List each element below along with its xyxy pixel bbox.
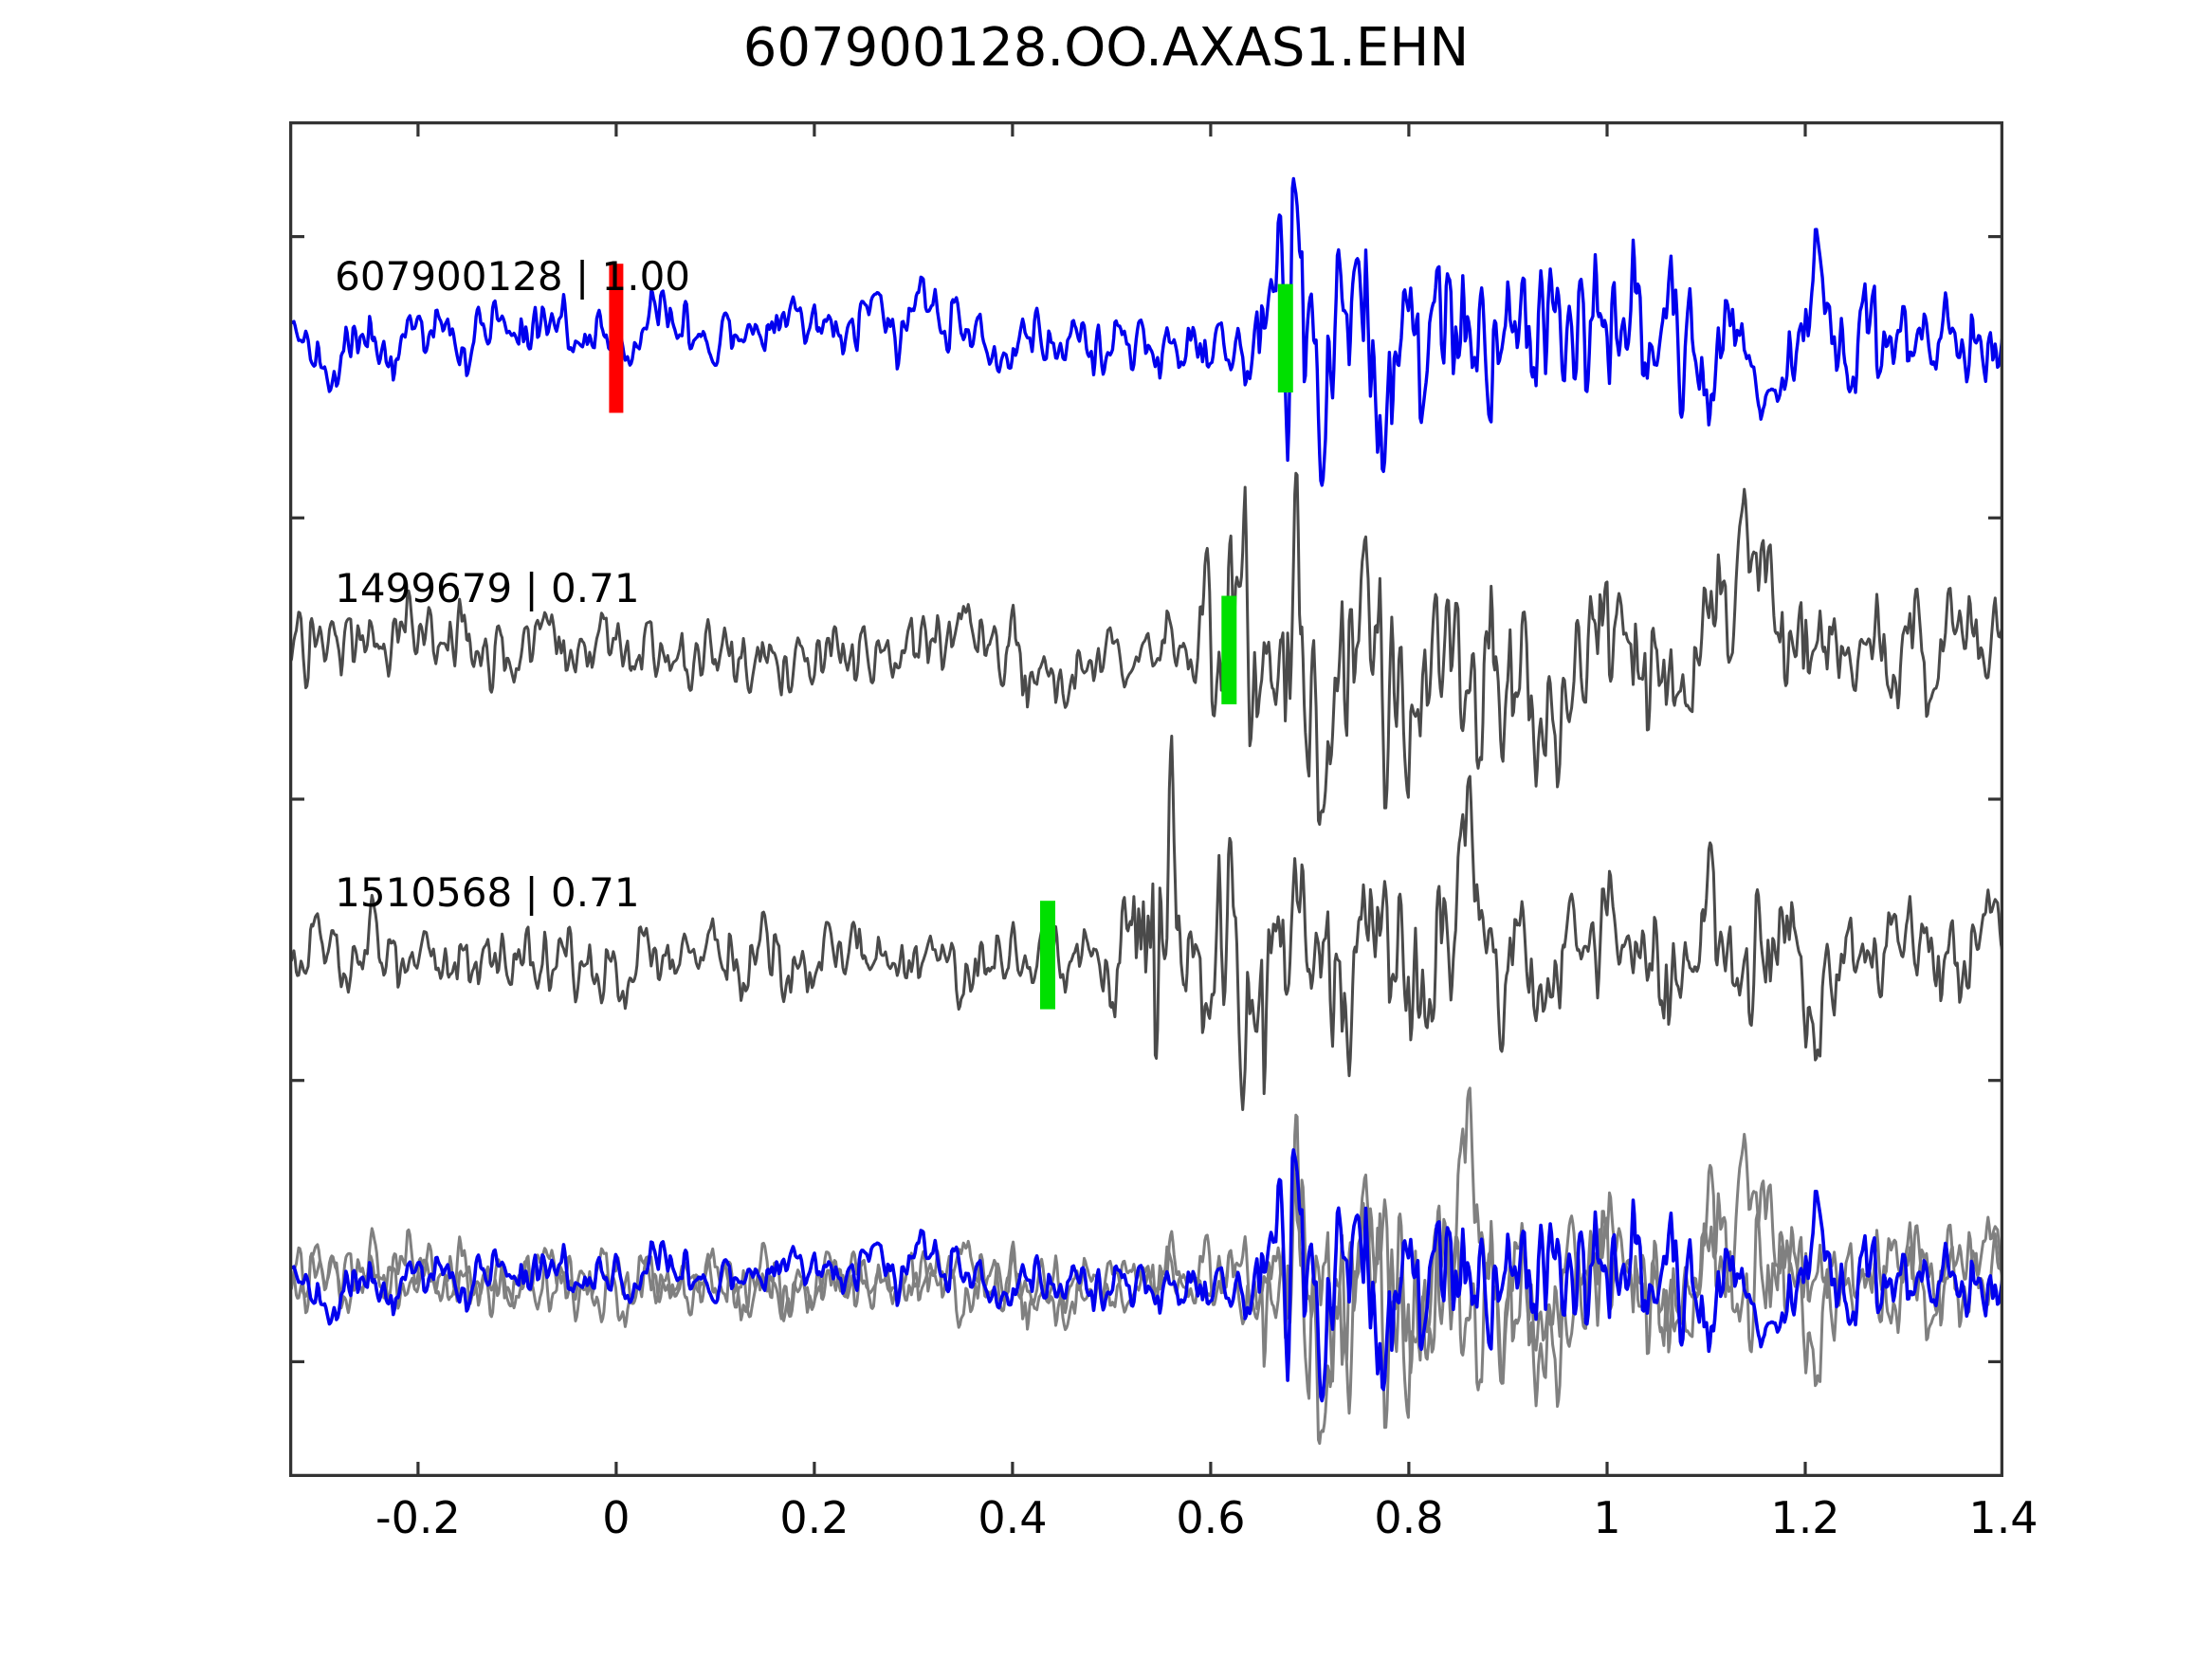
detection-waveform-1510568 (289, 735, 2003, 1111)
detection-waveform-1499679 (289, 471, 2003, 827)
x-tick-label-2: 0.2 (779, 1492, 850, 1543)
s-phase-pick-marker-1510568 (1040, 901, 1055, 1010)
x-tick-label-0: -0.2 (375, 1492, 461, 1543)
x-tick-label-5: 0.8 (1374, 1492, 1444, 1543)
origin-pick-marker-607900128 (609, 264, 624, 413)
overlay-template-607900128 (289, 1148, 2003, 1403)
x-tick-label-3: 0.4 (978, 1492, 1048, 1543)
axes-frame (289, 121, 2003, 1477)
plot-axes: 607900128 | 1.00 1499679 | 0.71 1510568 | … (289, 121, 2003, 1477)
page-title: 607900128.OO.AXAS1.EHN (742, 17, 1470, 79)
x-tick-label-4: 0.6 (1176, 1492, 1246, 1543)
template-waveform-607900128 (289, 176, 2003, 487)
overlay-detection-1499679 (289, 1113, 2003, 1446)
trace-label-1510568: 1510568 | 0.71 (335, 869, 640, 917)
trace-label-607900128: 607900128 | 1.00 (335, 252, 691, 300)
x-tick-label-1: 0 (602, 1492, 631, 1543)
pick-markers-group (609, 264, 1293, 1010)
x-tick-label-6: 1 (1593, 1492, 1621, 1543)
waveform-canvas (289, 121, 2003, 1477)
trace-label-1499679: 1499679 | 0.71 (335, 564, 640, 611)
s-phase-pick-marker-607900128 (1277, 283, 1293, 392)
traces-group (289, 176, 2003, 1446)
x-tick-label-7: 1.2 (1770, 1492, 1840, 1543)
x-tick-labels: -0.2 0 0.2 0.4 0.6 0.8 1 1.2 1.4 (289, 1492, 2038, 1559)
x-tick-label-8: 1.4 (1968, 1492, 2038, 1543)
s-phase-pick-marker-1499679 (1221, 595, 1237, 704)
